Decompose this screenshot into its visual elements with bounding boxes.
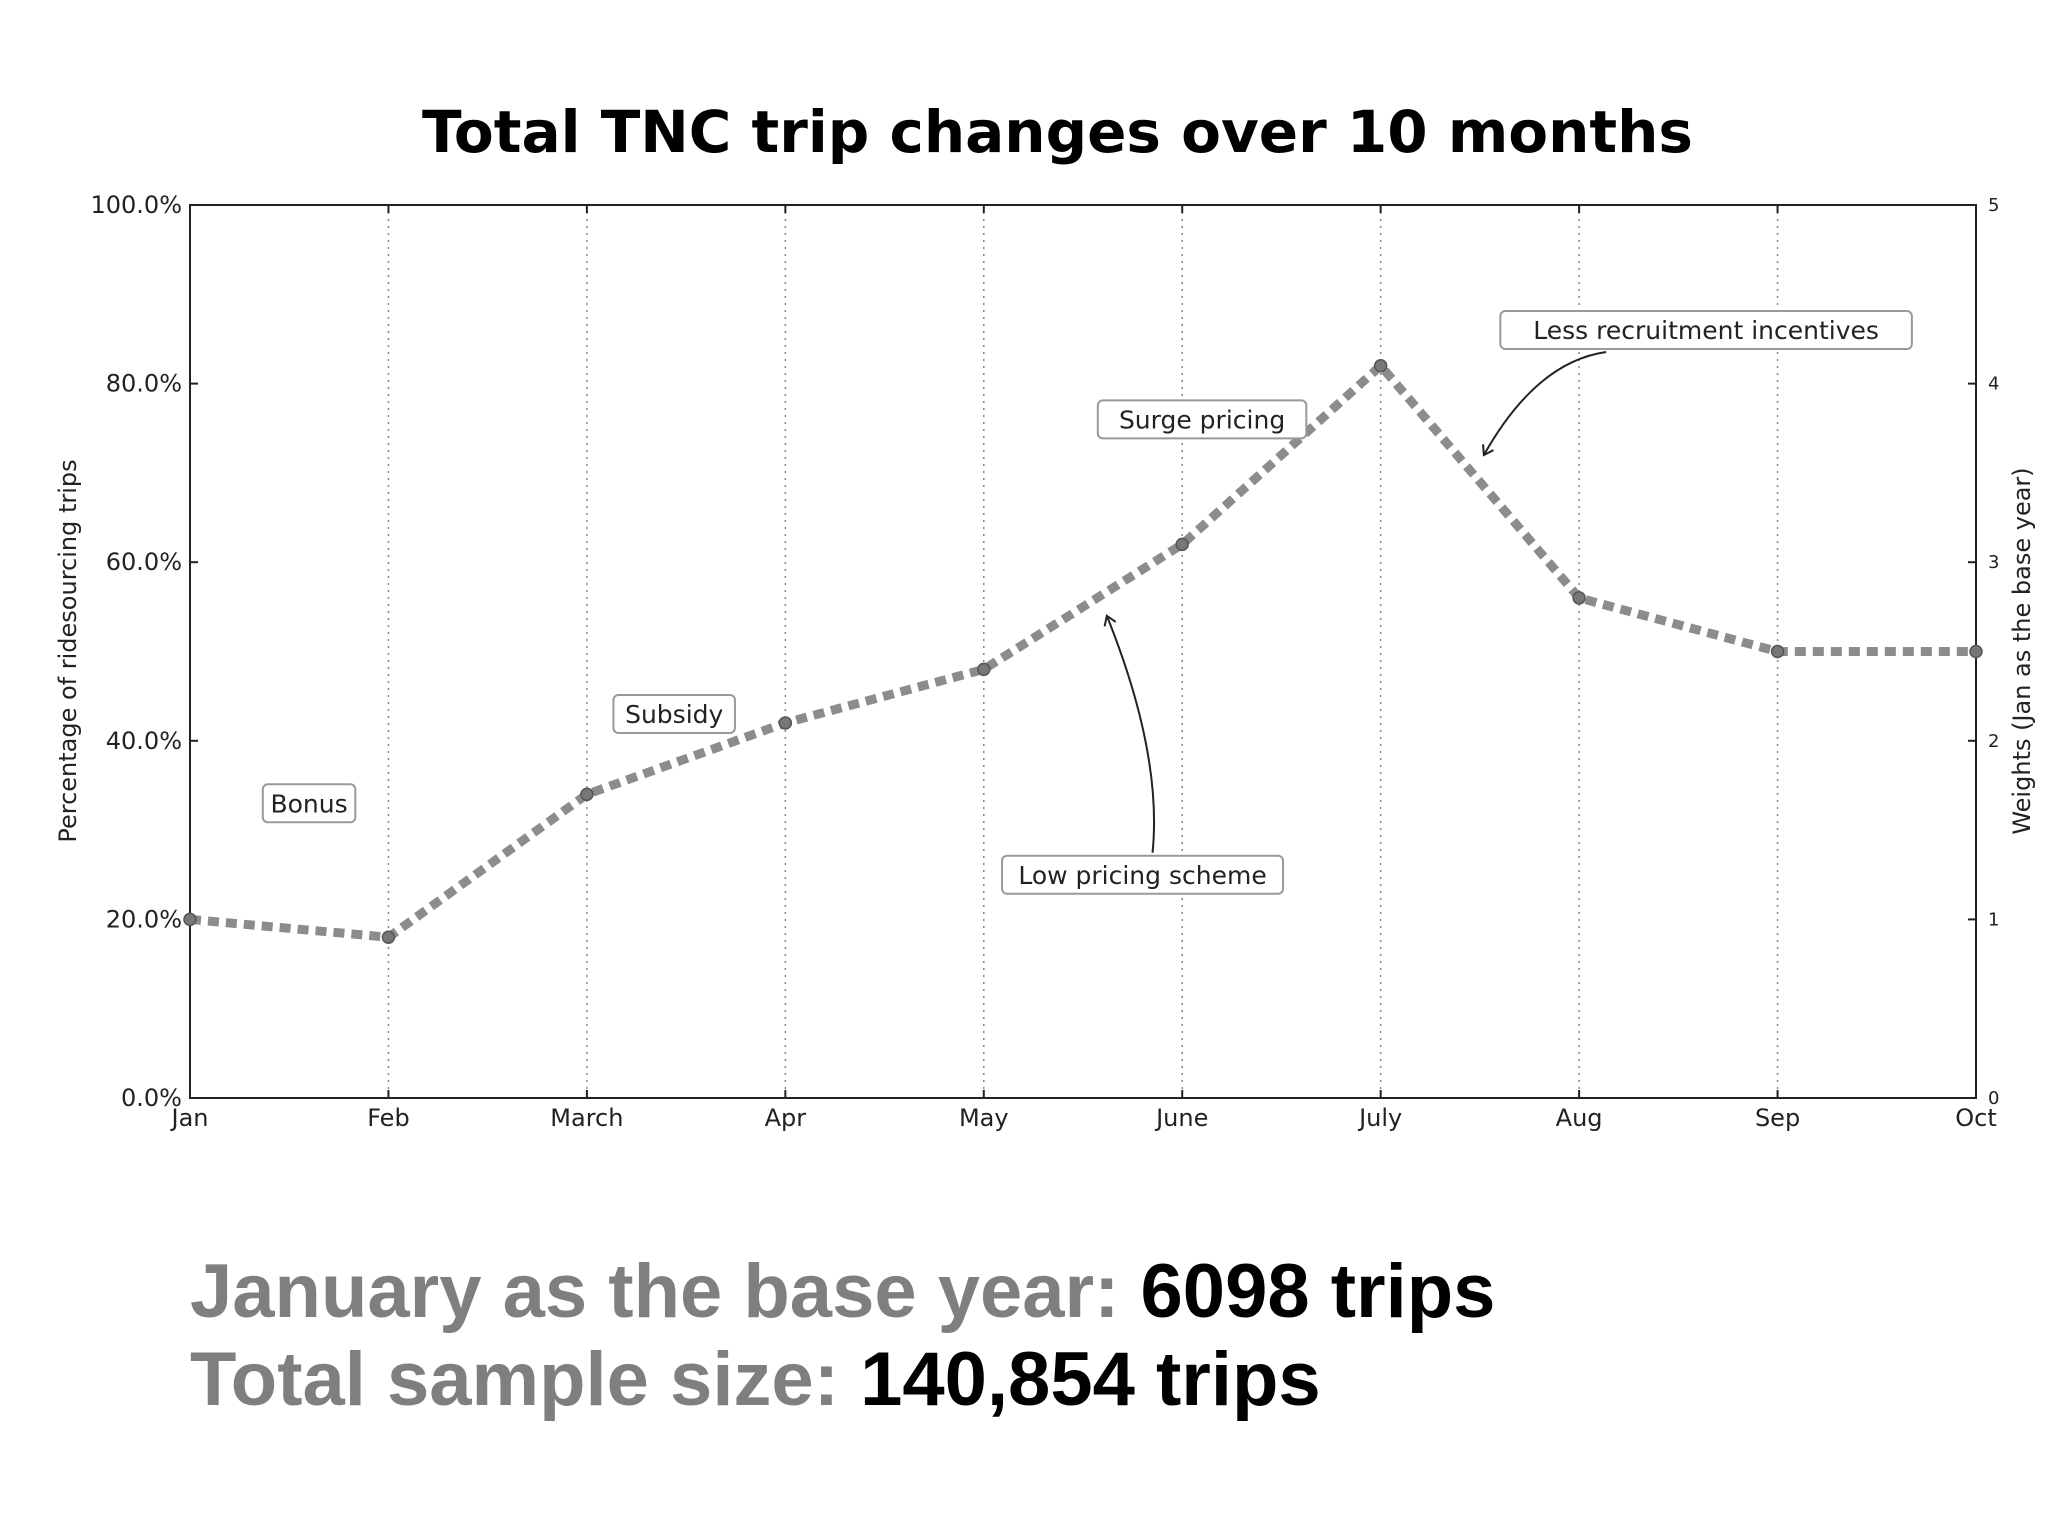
annotation-label: Bonus <box>270 789 347 818</box>
y-tick-label: 0.0% <box>121 1084 182 1112</box>
y-tick-label: 100.0% <box>90 191 182 219</box>
annotation-frame <box>1001 854 1285 895</box>
x-tick-label: Sep <box>1755 1104 1800 1132</box>
series-layer <box>183 358 1983 945</box>
annotation-arrow <box>1103 614 1156 853</box>
x-tick-label: July <box>1357 1104 1402 1132</box>
chart-title: Total TNC trip changes over 10 months <box>422 98 1693 166</box>
annotation-frame <box>261 783 357 824</box>
data-point <box>1969 644 1983 659</box>
annotation-box: Low pricing scheme <box>1001 854 1285 895</box>
left-axis: 0.0% 20.0% 40.0% 60.0% 80.0% 100.0% <box>90 191 198 1112</box>
footer-stats: January as the base year: 6098 trips Tot… <box>190 1248 1495 1424</box>
base-year-label: January as the base year: <box>190 1249 1120 1334</box>
y-right-tick-label: 2 <box>1988 731 1999 752</box>
series-line <box>189 359 1976 942</box>
y-tick-label: 20.0% <box>106 905 182 933</box>
annotation-label: Surge pricing <box>1119 405 1285 434</box>
base-year-value: 6098 trips <box>1140 1249 1496 1334</box>
annotation-frame <box>1096 399 1308 440</box>
base-year-line: January as the base year: 6098 trips <box>190 1248 1495 1336</box>
y-right-tick-label: 1 <box>1988 909 1999 930</box>
annotation-frame <box>612 694 736 735</box>
x-tick-label: Oct <box>1955 1104 1997 1132</box>
y-right-tick-label: 5 <box>1988 195 1999 216</box>
x-tick-label: Jan <box>170 1104 209 1132</box>
sample-size-label: Total sample size: <box>190 1337 840 1422</box>
data-point <box>580 787 594 802</box>
sample-size-line: Total sample size: 140,854 trips <box>190 1336 1495 1424</box>
data-point <box>778 716 793 730</box>
sample-size-value: 140,854 trips <box>860 1337 1321 1422</box>
annotation-box: Surge pricing <box>1096 399 1308 440</box>
data-point <box>1373 358 1388 373</box>
right-axis: 0 1 2 3 4 5 <box>1968 195 1999 1109</box>
annotation-frame <box>1499 310 1913 351</box>
vertical-grid <box>387 205 1779 1098</box>
data-point <box>977 662 991 677</box>
data-point <box>381 930 396 945</box>
x-tick-label: Feb <box>367 1104 410 1132</box>
x-tick-label: March <box>550 1104 623 1132</box>
y-axis-label: Percentage of ridesourcing trips <box>54 459 82 842</box>
x-tick-label: May <box>959 1104 1009 1132</box>
y-right-tick-label: 4 <box>1988 374 1999 395</box>
annotation-label: Subsidy <box>625 700 723 729</box>
x-tick-label: Apr <box>765 1104 807 1132</box>
x-tick-label: June <box>1154 1104 1208 1132</box>
data-point <box>1572 591 1586 605</box>
annotation-box: Less recruitment incentives <box>1499 310 1913 351</box>
y-tick-label: 40.0% <box>106 727 182 755</box>
y-right-tick-label: 0 <box>1988 1088 1999 1109</box>
y-right-tick-label: 3 <box>1988 552 1999 573</box>
annotation-layer: Bonus Subsidy Low pricing scheme Surge pric… <box>261 310 1913 895</box>
annotation-label: Less recruitment incentives <box>1533 316 1879 345</box>
data-point <box>1770 644 1785 659</box>
annotation-box: Subsidy <box>612 694 736 735</box>
x-tick-label: Aug <box>1556 1104 1603 1132</box>
annotation-box: Bonus <box>261 783 357 824</box>
y-axis-right-label: Weights (Jan as the base year) <box>2008 467 2036 834</box>
y-tick-label: 60.0% <box>106 548 182 576</box>
x-axis: Jan Feb March Apr May June July Aug Sep Oct <box>170 205 1997 1132</box>
y-tick-label: 80.0% <box>106 370 182 398</box>
data-point <box>183 912 197 927</box>
annotation-label: Low pricing scheme <box>1018 861 1266 890</box>
data-point <box>1175 537 1189 552</box>
annotation-arrow <box>1482 351 1607 457</box>
line-chart: 0.0% 20.0% 40.0% 60.0% 80.0% 100.0% 0 1 2 3 4 5 Ja… <box>54 191 2036 1132</box>
